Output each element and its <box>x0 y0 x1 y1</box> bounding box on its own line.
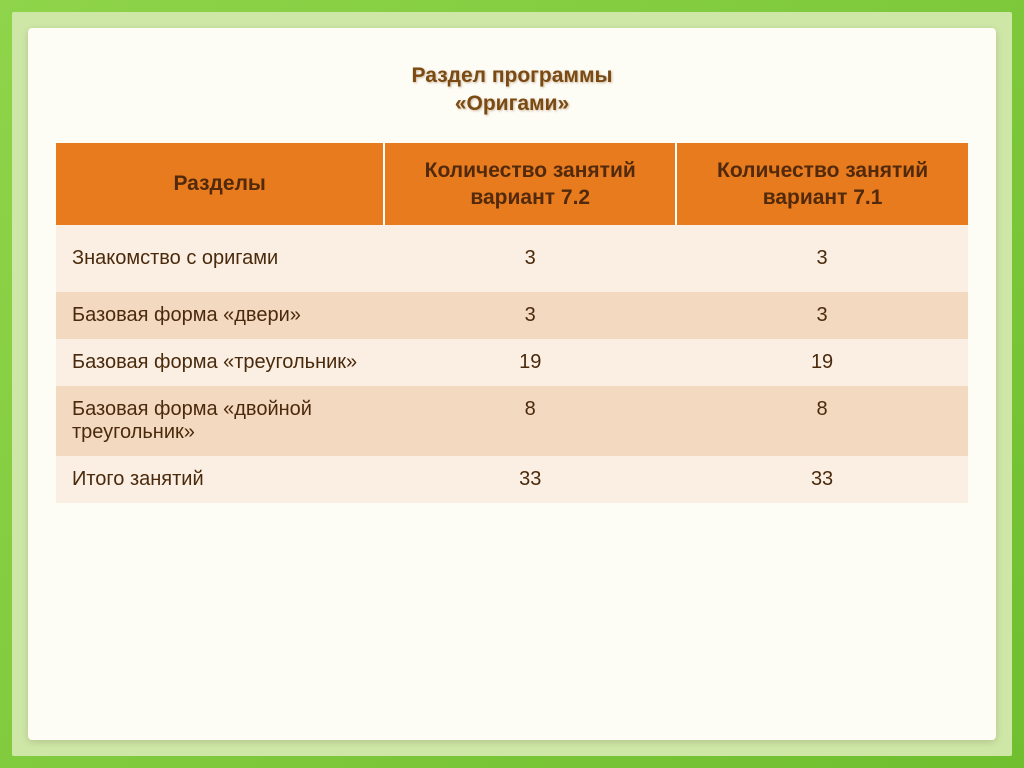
cell-v72: 19 <box>384 339 676 386</box>
cell-v72: 33 <box>384 456 676 503</box>
outer-frame: Раздел программы «Оригами» Разделы Колич… <box>0 0 1024 768</box>
col-header-sections: Разделы <box>56 143 384 226</box>
table-row: Итого занятий 33 33 <box>56 456 968 503</box>
inner-frame: Раздел программы «Оригами» Разделы Колич… <box>12 12 1012 756</box>
program-table: Разделы Количество занятий вариант 7.2 К… <box>56 143 968 504</box>
title-block: Раздел программы «Оригами» <box>56 56 968 119</box>
cell-v71: 8 <box>676 386 968 456</box>
cell-section: Базовая форма «треугольник» <box>56 339 384 386</box>
col-header-v72: Количество занятий вариант 7.2 <box>384 143 676 226</box>
cell-v71: 3 <box>676 292 968 339</box>
cell-section: Базовая форма «двери» <box>56 292 384 339</box>
cell-v72: 3 <box>384 225 676 292</box>
title-line-1: Раздел программы <box>56 62 968 90</box>
table-row: Базовая форма «треугольник» 19 19 <box>56 339 968 386</box>
cell-section: Итого занятий <box>56 456 384 503</box>
cell-v71: 3 <box>676 225 968 292</box>
table-header-row: Разделы Количество занятий вариант 7.2 К… <box>56 143 968 226</box>
col-header-v71: Количество занятий вариант 7.1 <box>676 143 968 226</box>
cell-v71: 33 <box>676 456 968 503</box>
title-line-2: «Оригами» <box>56 90 968 118</box>
cell-v71: 19 <box>676 339 968 386</box>
cell-v72: 8 <box>384 386 676 456</box>
content-card: Раздел программы «Оригами» Разделы Колич… <box>28 28 996 740</box>
cell-section: Знакомство с оригами <box>56 225 384 292</box>
table-row: Базовая форма «двери» 3 3 <box>56 292 968 339</box>
table-row: Базовая форма «двойной треугольник» 8 8 <box>56 386 968 456</box>
cell-section: Базовая форма «двойной треугольник» <box>56 386 384 456</box>
cell-v72: 3 <box>384 292 676 339</box>
table-row: Знакомство с оригами 3 3 <box>56 225 968 292</box>
